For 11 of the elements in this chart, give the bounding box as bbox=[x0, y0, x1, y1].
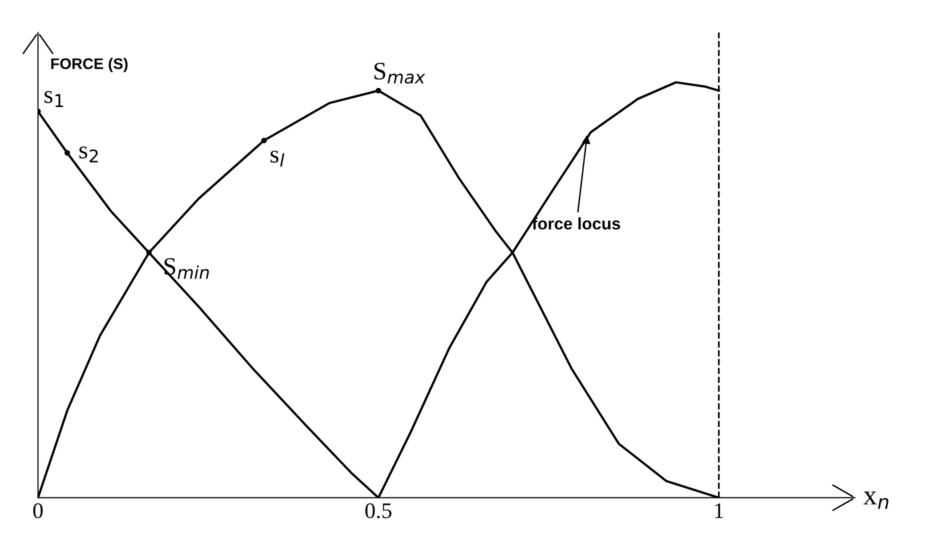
x-tick-label: 0.5 bbox=[365, 503, 392, 518]
x-tick-label: 1 bbox=[715, 503, 724, 518]
annotation: s$_{2}$ bbox=[79, 146, 98, 162]
x-axis-title: x$_{n}$ bbox=[863, 492, 888, 509]
annotation: s$_{l}$ bbox=[270, 150, 284, 167]
annotation: S$_{min}$ bbox=[164, 258, 209, 279]
x-tick-label: 0 bbox=[33, 503, 43, 518]
annotation: s$_{1}$ bbox=[44, 91, 64, 107]
annotation: force locus bbox=[532, 217, 620, 230]
annotation: S$_{max}$ bbox=[374, 62, 426, 84]
y-axis-title: FORCE (S) bbox=[51, 58, 128, 72]
